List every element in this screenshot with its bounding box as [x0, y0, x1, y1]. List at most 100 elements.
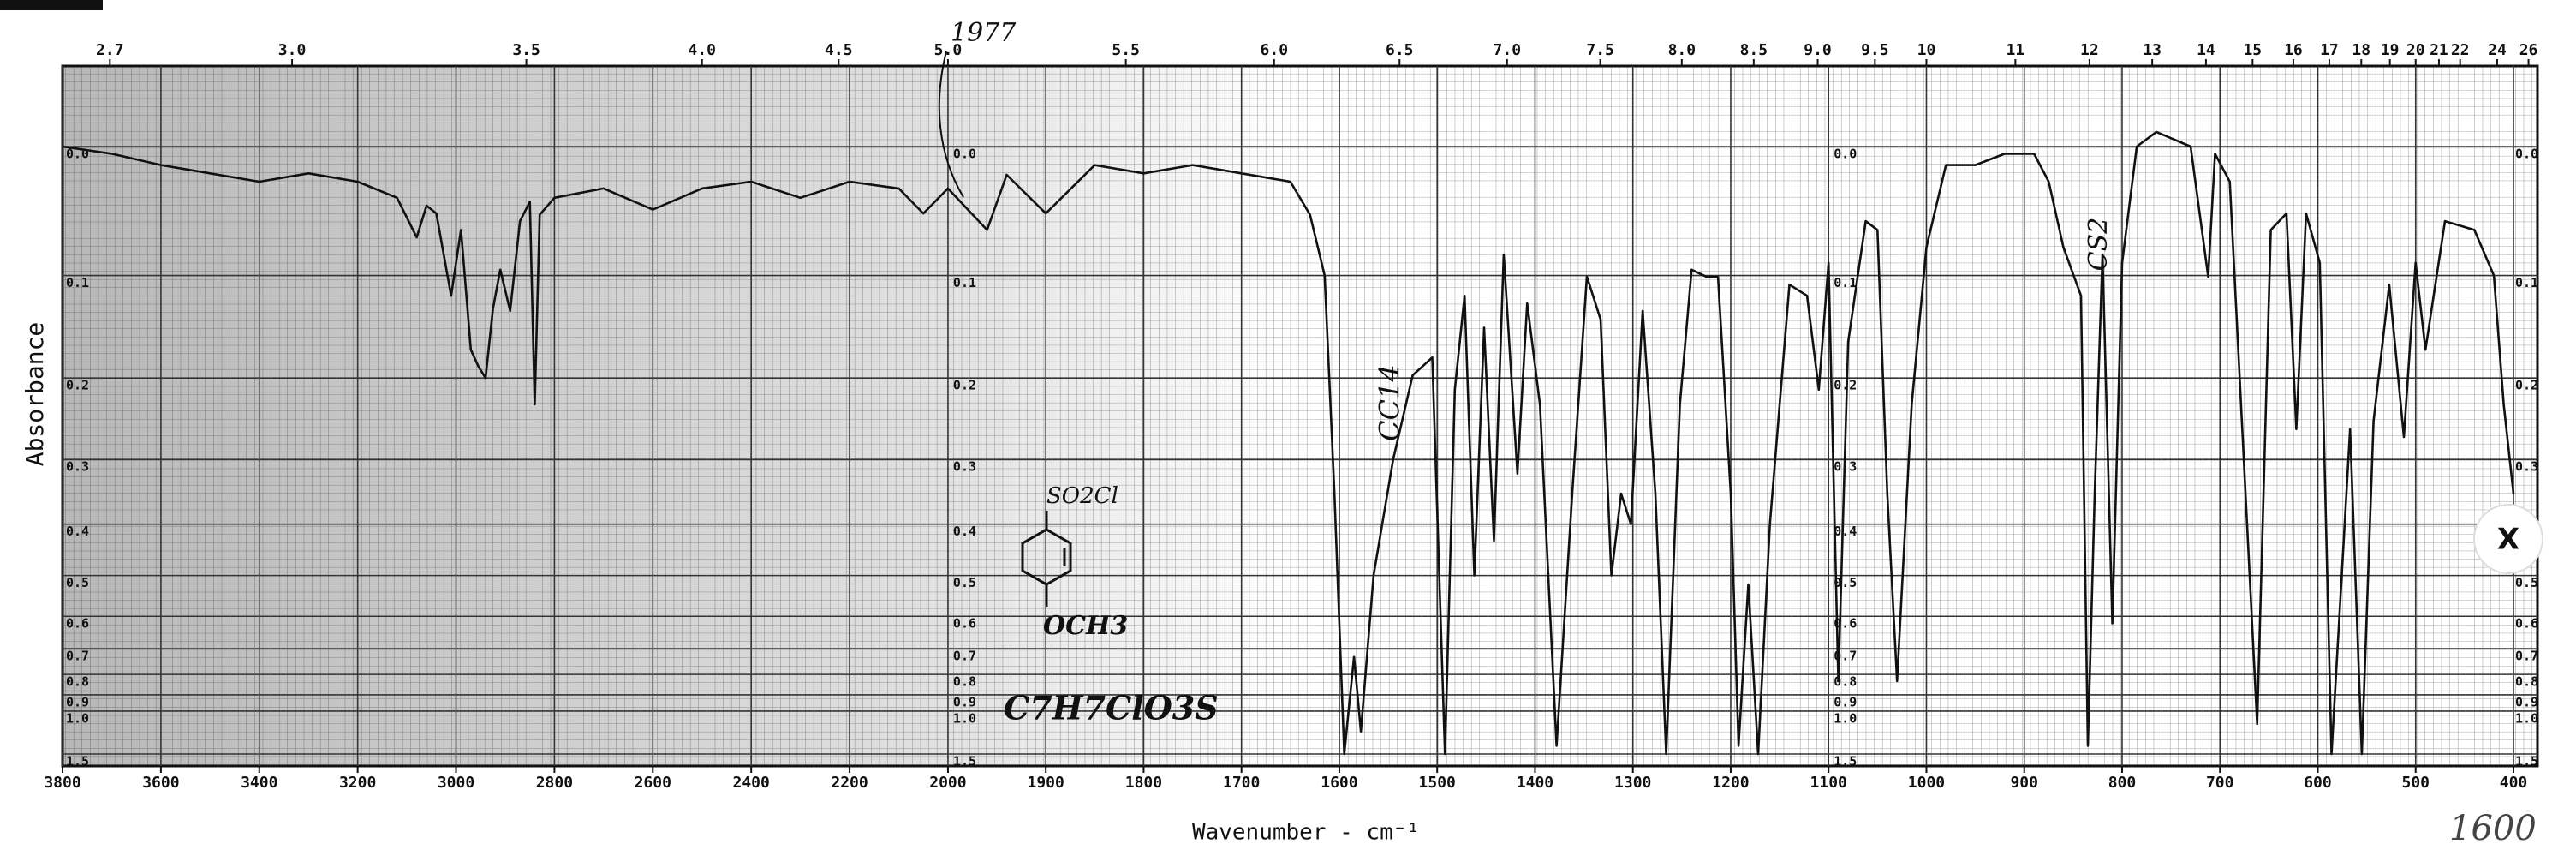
x2-tick-label: 21	[2430, 41, 2448, 59]
y-tick-label: 0.6	[66, 616, 89, 632]
x2-tick-label: 8.0	[1668, 41, 1696, 59]
x2-tick-label: 16	[2284, 41, 2303, 59]
x-tick-label: 600	[2304, 774, 2332, 792]
y-tick-label: 0.1	[1834, 275, 1857, 290]
x2-tick-label: 11	[2006, 41, 2024, 59]
y-tick-label: 0.8	[2515, 674, 2538, 690]
close-button-circle[interactable]	[2473, 504, 2543, 574]
y-tick-label: 1.0	[2515, 710, 2538, 726]
x2-tick-label: 2.7	[96, 41, 124, 59]
annotation: OCH3	[1043, 611, 1128, 641]
x2-tick-label: 7.5	[1586, 41, 1614, 59]
x-tick-label: 1000	[1908, 774, 1945, 792]
x-tick-label: 900	[2010, 774, 2038, 792]
x-tick-label: 1200	[1712, 774, 1749, 792]
x-tick-label: 400	[2500, 774, 2528, 792]
annotation: 1600	[2449, 809, 2537, 848]
annotation: SO2Cl	[1046, 483, 1118, 509]
y-tick-label: 0.3	[2515, 459, 2538, 475]
x-tick-label: 1900	[1028, 774, 1064, 792]
y-tick-label: 1.5	[2515, 754, 2538, 769]
y-tick-label: 0.4	[66, 524, 89, 539]
y-tick-label: 0.9	[2515, 694, 2538, 709]
y-tick-label: 0.1	[2515, 275, 2538, 290]
y-tick-label: 0.4	[953, 524, 976, 539]
y-tick-label: 0.4	[1834, 524, 1857, 539]
x-tick-label: 3400	[241, 774, 277, 792]
x2-tick-label: 15	[2243, 41, 2262, 59]
spectrum-line	[62, 130, 2515, 756]
y-tick-label: 0.3	[953, 459, 976, 475]
x2-tick-label: 6.5	[1386, 41, 1414, 59]
y-tick-label: 0.6	[2515, 616, 2538, 632]
x2-tick-label: 6.0	[1261, 41, 1289, 59]
x-tick-label: 2400	[732, 774, 769, 792]
x2-tick-label: 7.0	[1494, 41, 1522, 59]
annotation: 1977	[951, 18, 1017, 48]
y-tick-label: 1.0	[1834, 710, 1857, 726]
x2-tick-label: 17	[2320, 41, 2339, 59]
x2-tick-label: 5.5	[1112, 41, 1140, 59]
x-tick-label: 700	[2206, 774, 2234, 792]
y-tick-label: 0.7	[66, 649, 89, 664]
x-tick-label: 1600	[1321, 774, 1357, 792]
pen-stroke	[938, 51, 964, 198]
y-tick-label: 1.0	[953, 710, 976, 726]
x-tick-label: 1700	[1223, 774, 1260, 792]
x-tick-label: 3800	[44, 774, 80, 792]
y-tick-label: 0.8	[953, 674, 976, 690]
plot: 3800 3600 3400 3200 3000 2800 2600 2400 2200 2000…	[44, 41, 2538, 792]
x2-tick-label: 14	[2197, 41, 2215, 59]
y-tick-label: 0.0	[953, 147, 976, 162]
y-tick-label: 0.5	[66, 575, 89, 590]
y-tick-label: 1.5	[953, 754, 976, 769]
y-tick-label: 0.9	[66, 694, 89, 709]
annotation: C7H7ClO3S	[1004, 689, 1219, 727]
x2-tick-label: 24	[2488, 41, 2507, 59]
y-tick-label: 0.0	[1834, 147, 1857, 162]
y-tick-label: 0.8	[66, 674, 89, 690]
x2-tick-label: 20	[2406, 41, 2425, 59]
y-tick-label: 0.9	[1834, 694, 1857, 709]
annotation: CS2	[2084, 218, 2114, 272]
x2-tick-label: 9.0	[1804, 41, 1832, 59]
y-tick-label: 0.2	[1834, 378, 1857, 393]
x-tick-label: 1500	[1419, 774, 1456, 792]
y-tick-label: 0.1	[66, 275, 89, 290]
y-axis-title: Absorbance	[21, 322, 49, 467]
x-tick-label: 3200	[339, 774, 376, 792]
x-tick-label: 2600	[635, 774, 671, 792]
y-tick-label: 0.0	[2515, 147, 2538, 162]
x2-tick-label: 9.5	[1861, 41, 1889, 59]
y-tick-label: 0.7	[2515, 649, 2538, 664]
y-tick-label: 0.5	[2515, 575, 2538, 590]
x2-tick-label: 19	[2381, 41, 2400, 59]
y-tick-label: 1.5	[66, 754, 89, 769]
y-tick-label: 0.3	[66, 459, 89, 475]
x-tick-label: 2800	[536, 774, 573, 792]
x2-tick-label: 4.5	[825, 41, 853, 59]
y-tick-label: 0.2	[953, 378, 976, 393]
y-tick-label: 1.5	[1834, 754, 1857, 769]
scan-edge	[0, 0, 103, 10]
y-tick-label: 0.2	[2515, 378, 2538, 393]
x2-tick-label: 4.0	[688, 41, 716, 59]
x-tick-label: 2200	[831, 774, 868, 792]
y-tick-label: 0.5	[1834, 575, 1857, 590]
x-tick-label: 500	[2401, 774, 2430, 792]
x2-tick-label: 22	[2451, 41, 2470, 59]
x2-tick-label: 5.0	[934, 41, 963, 59]
x2-tick-label: 26	[2519, 41, 2538, 59]
close-button[interactable]: X	[2473, 504, 2543, 574]
x-tick-label: 1400	[1517, 774, 1553, 792]
close-button-label[interactable]: X	[2497, 523, 2519, 557]
x-tick-label: 3600	[142, 774, 179, 792]
x-tick-label: 1800	[1125, 774, 1162, 792]
y-tick-label: 0.7	[953, 649, 976, 664]
y-tick-label: 0.9	[953, 694, 976, 709]
y-tick-label: 0.5	[953, 575, 976, 590]
y-tick-label: 1.0	[66, 710, 89, 726]
x2-tick-label: 18	[2352, 41, 2370, 59]
x2-tick-label: 10	[1917, 41, 1936, 59]
